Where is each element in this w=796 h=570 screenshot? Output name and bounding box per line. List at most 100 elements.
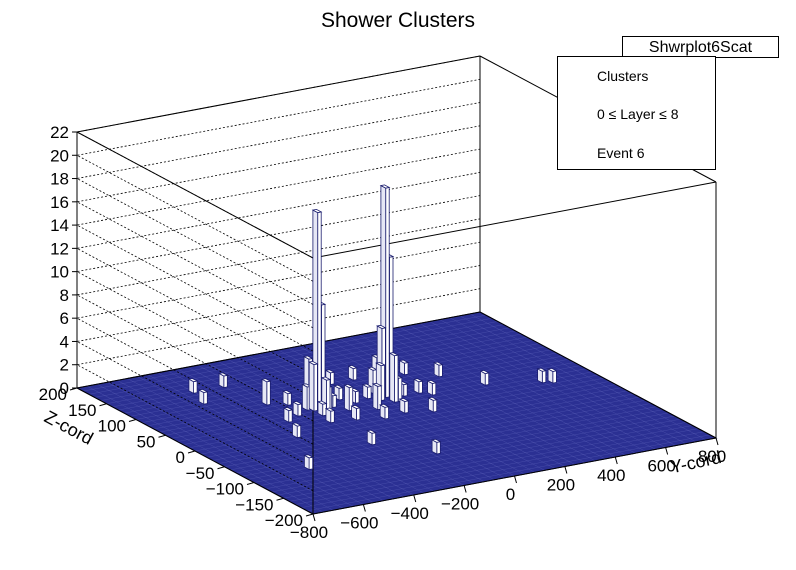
z-tick-label: 18 xyxy=(50,170,69,189)
z-tick-label: 14 xyxy=(50,216,69,235)
bar-top-face xyxy=(371,382,383,387)
frame-edge xyxy=(76,55,481,133)
floor-gridline xyxy=(88,318,492,395)
frame-edge xyxy=(312,181,717,259)
x-tick-label: 400 xyxy=(597,466,625,485)
floor-gridline xyxy=(206,381,610,458)
x-tick-label: −400 xyxy=(391,504,429,523)
x-tick-mark xyxy=(362,504,366,512)
bar-front-face xyxy=(397,377,403,403)
floor-gridline xyxy=(224,390,628,467)
z-tick-label: 22 xyxy=(50,123,69,142)
y-tick-label: 50 xyxy=(137,432,156,451)
bar-front-face xyxy=(330,371,335,385)
z-gridline xyxy=(75,102,481,305)
bar-top-face xyxy=(398,359,410,364)
bar xyxy=(303,454,314,471)
bars xyxy=(187,184,558,471)
z-gridline xyxy=(75,55,481,259)
x-axis-label: Y-cord xyxy=(669,447,723,477)
floor-gridline xyxy=(82,314,486,392)
y-tick-mark xyxy=(246,482,255,485)
y-tick-mark xyxy=(305,513,314,517)
floor-gridline xyxy=(259,409,663,486)
floor-gridline xyxy=(141,346,545,423)
legend-line-event: Event 6 xyxy=(597,145,645,161)
bar-front-face xyxy=(385,186,390,399)
y-tick-label: −150 xyxy=(235,495,273,514)
z-gridline xyxy=(75,195,481,398)
bar-side-face xyxy=(308,361,315,412)
x-tick-mark xyxy=(665,447,669,455)
y-tick-mark xyxy=(99,403,107,407)
x-tick-label: 200 xyxy=(547,476,575,495)
bar-side-face xyxy=(261,378,268,406)
frame-edge xyxy=(76,311,481,389)
bar xyxy=(281,390,293,407)
z-tick-label: 20 xyxy=(50,146,69,165)
bar-front-face xyxy=(297,403,302,417)
bar xyxy=(430,438,442,455)
z-gridline xyxy=(75,172,481,375)
floor-gridline xyxy=(307,434,711,512)
bar xyxy=(333,384,344,401)
y-tick-label: 0 xyxy=(176,448,185,467)
bar-top-face xyxy=(282,406,294,412)
floor-gridline xyxy=(230,393,634,471)
bar-front-face xyxy=(367,386,372,400)
bar-front-face xyxy=(203,391,208,405)
floor-gridline xyxy=(283,422,687,499)
bar-front-face xyxy=(403,383,408,397)
bar-top-face xyxy=(398,397,410,402)
bar-top-face xyxy=(217,372,229,377)
floor-gridline xyxy=(218,387,622,464)
bar xyxy=(197,388,209,405)
x-tick-label: −200 xyxy=(441,495,479,514)
z-tick-label: 4 xyxy=(60,332,69,351)
floor-gridline xyxy=(265,412,669,489)
bar-top-face xyxy=(324,407,336,412)
y-tick-label: 100 xyxy=(98,417,126,436)
z-tick-label: 2 xyxy=(60,356,69,375)
bar-front-face xyxy=(317,211,322,411)
bar-top-face xyxy=(197,388,209,393)
bar-top-face xyxy=(379,184,391,189)
bar xyxy=(366,429,377,446)
floor-gridline xyxy=(277,418,681,496)
bar-front-face xyxy=(288,409,293,423)
bar-front-face xyxy=(332,394,337,408)
bar-top-face xyxy=(412,378,424,383)
bar-top-face xyxy=(379,403,390,408)
bar-front-face xyxy=(371,432,377,446)
legend-line-clusters: Clusters xyxy=(597,68,649,84)
x-tick-label: 600 xyxy=(647,457,675,476)
legend: Clusters 0 ≤ Layer ≤ 8 Event 6 xyxy=(557,56,716,170)
bar xyxy=(260,378,272,406)
bar-front-face xyxy=(431,382,437,396)
y-tick-label: −100 xyxy=(206,480,244,499)
bar-side-face xyxy=(301,383,308,411)
bar-front-face xyxy=(287,392,292,406)
bar-side-face xyxy=(372,383,379,411)
frame-edge xyxy=(479,311,717,439)
bar-front-face xyxy=(436,441,441,455)
bar-front-face xyxy=(354,390,360,404)
bar xyxy=(479,369,490,386)
y-tick-label: −50 xyxy=(186,464,215,483)
bar xyxy=(292,400,303,417)
bar-front-face xyxy=(355,407,361,421)
bar xyxy=(187,378,199,394)
floor-gridline xyxy=(194,374,599,452)
z-gridline xyxy=(75,218,481,422)
z-gridline xyxy=(75,241,481,445)
bar xyxy=(398,397,410,414)
bar xyxy=(427,396,438,413)
y-tick-label: 150 xyxy=(68,401,96,420)
floor-gridline xyxy=(189,371,593,449)
bar-front-face xyxy=(403,362,409,376)
bar xyxy=(324,407,336,424)
x-tick-mark xyxy=(413,494,417,503)
bar-top-face xyxy=(361,383,373,388)
z-gridline xyxy=(75,125,481,329)
